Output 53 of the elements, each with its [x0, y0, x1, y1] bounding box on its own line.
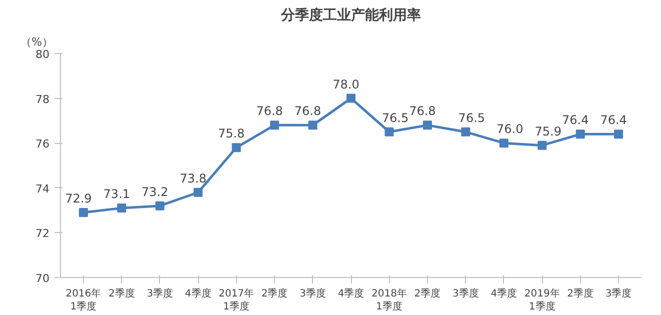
x-tick-label: 2季度: [108, 288, 135, 300]
y-tick-label: 74: [36, 182, 50, 196]
point: [78, 208, 88, 218]
y-tick-label: 80: [36, 48, 50, 61]
x-tick-label: 3季度: [605, 288, 632, 300]
data-label: 73.8: [180, 171, 206, 186]
x-tick-label: 4季度: [338, 288, 364, 300]
y-axis-title: （%）: [20, 36, 53, 48]
y-tick-label: 72: [36, 227, 50, 240]
data-label: 78.0: [332, 77, 360, 92]
point: [232, 143, 241, 152]
point: [614, 130, 624, 139]
x-tick-label: 3季度: [146, 288, 174, 300]
x-tick-label: 3季度: [452, 288, 479, 300]
data-label: 72.9: [65, 192, 92, 206]
data-label: 76.0: [496, 122, 524, 136]
point: [194, 188, 203, 197]
x-tick-label: 2018年 1季度: [372, 288, 407, 313]
point: [117, 204, 126, 213]
y-tick-label: 70: [36, 272, 50, 285]
point: [538, 140, 547, 150]
data-label: 73.1: [103, 187, 130, 202]
data-label: 76.4: [562, 113, 589, 128]
data-label: 76.5: [458, 110, 486, 125]
data-label: 76.8: [409, 104, 436, 118]
data-label: 76.8: [256, 104, 283, 118]
x-tick-label: 2季度: [414, 288, 441, 300]
data-label: 76.4: [600, 113, 627, 128]
data-label: 76.5: [382, 110, 409, 125]
x-tick-label: 2019年 1季度: [524, 288, 560, 313]
y-tick-label: 78: [36, 92, 50, 106]
point: [499, 138, 508, 148]
point: [308, 120, 318, 130]
data-label: 75.9: [534, 124, 562, 138]
y-tick-label: 76: [36, 138, 50, 151]
x-tick-label: 4季度: [184, 288, 212, 300]
x-tick-label: 2016年 1季度: [66, 288, 102, 313]
point: [422, 120, 432, 130]
x-tick-label: 4季度: [490, 288, 518, 300]
data-label: 76.8: [294, 104, 322, 118]
x-tick-label: 2季度: [261, 288, 288, 300]
data-label: 73.2: [142, 184, 168, 199]
point: [384, 127, 394, 136]
point: [576, 130, 585, 139]
x-tick-label: 2017年 1季度: [218, 288, 254, 313]
x-tick-label: 2季度: [567, 288, 594, 300]
point: [270, 120, 280, 130]
x-tick-label: 3季度: [300, 288, 326, 300]
point: [461, 127, 470, 136]
chart-title: 分季度工业产能利用率: [280, 6, 421, 24]
point: [155, 201, 164, 210]
data-label: 75.8: [218, 126, 245, 141]
point: [346, 94, 356, 103]
